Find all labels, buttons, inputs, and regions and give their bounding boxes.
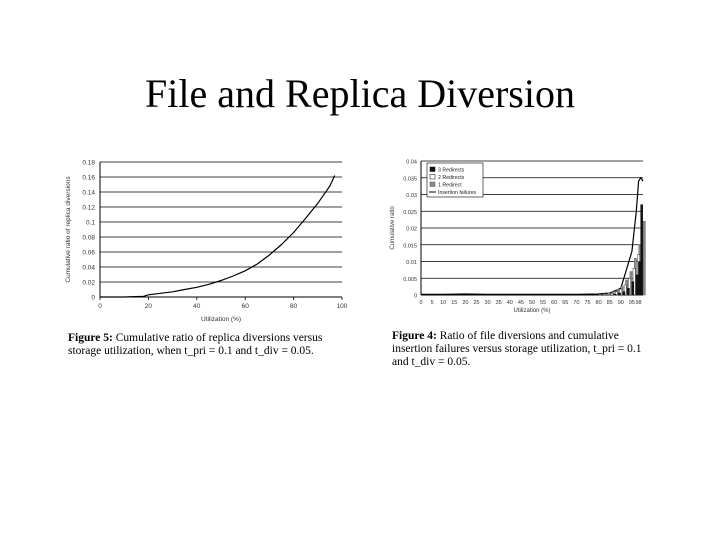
legend-entry: 3 Redirects — [438, 168, 465, 174]
x-axis-label: Utilization (%) — [201, 316, 241, 323]
x-tick-label: 85 — [607, 300, 613, 306]
x-tick-label: 65 — [562, 300, 568, 306]
bar-1-redirect — [598, 294, 602, 296]
bar-2-redirects — [615, 291, 618, 296]
x-tick-label: 25 — [473, 300, 479, 306]
bar-3-redirects — [638, 261, 641, 296]
y-tick-label: 0.08 — [82, 235, 95, 242]
legend-box — [426, 162, 484, 198]
x-tick-label: 20 — [145, 303, 153, 310]
bar-3-redirects — [631, 281, 635, 296]
figure-4-text: Ratio of file diversions and cumulative … — [392, 330, 642, 368]
bar-3-redirects — [618, 292, 621, 296]
y-tick-label: 0.04 — [82, 265, 95, 272]
bar-3-redirects — [622, 291, 626, 296]
bar-1-redirect — [643, 221, 646, 296]
x-tick-label: 0 — [98, 303, 102, 310]
insertion-failures-line — [421, 176, 644, 295]
y-tick-label: 0.02 — [82, 280, 95, 287]
y-tick-label: 0.02 — [406, 227, 417, 233]
legend-entry: 2 Redirects — [438, 175, 465, 181]
x-tick-label: 0 — [419, 300, 422, 306]
x-tick-label: 70 — [573, 300, 579, 306]
x-tick-label: 40 — [193, 303, 201, 310]
y-tick-label: 0.04 — [406, 160, 417, 166]
bar-3-redirects — [640, 204, 644, 296]
x-tick-label: 98 — [635, 300, 641, 306]
y-tick-label: 0.03 — [406, 193, 417, 199]
bar-2-redirects — [623, 284, 627, 296]
y-tick-label: 0.025 — [403, 210, 417, 216]
figure-4-label: Figure 4: — [392, 330, 437, 342]
x-tick-label: 60 — [551, 300, 557, 306]
legend-entry: Insertion failures — [438, 190, 476, 196]
y-tick-label: 0 — [414, 294, 417, 300]
y-tick-label: 0.18 — [82, 160, 95, 167]
bar-3-redirects — [627, 288, 630, 296]
bar-2-redirects — [619, 288, 623, 296]
bar-3-redirects — [635, 274, 639, 296]
legend-swatch — [429, 174, 436, 180]
x-tick-label: 15 — [451, 300, 457, 306]
x-tick-label: 80 — [596, 300, 602, 306]
figure-5-text: Cumulative ratio of replica diversions v… — [68, 332, 323, 357]
y-axis-label: Cumulative ratio of replica diversions — [65, 176, 72, 283]
x-tick-label: 50 — [529, 300, 535, 306]
x-tick-label: 95 — [629, 300, 635, 306]
y-tick-label: 0.06 — [82, 250, 95, 257]
x-tick-label: 35 — [496, 300, 502, 306]
x-tick-label: 75 — [584, 300, 590, 306]
legend-swatch — [429, 166, 436, 172]
x-tick-label: 60 — [242, 303, 250, 310]
bar-3-redirects — [613, 293, 617, 296]
legend-entry: 1 Redirect — [438, 183, 462, 189]
figure-5-caption: Figure 5: Cumulative ratio of replica di… — [68, 332, 346, 358]
replica-diversion-line-chart: 0 0.02 0.04 0.06 0.08 0.1 0.12 0.14 0.16 0.18 0 20 4… — [65, 160, 348, 324]
y-tick-label: 0.1 — [86, 220, 95, 227]
figure-4-caption: Figure 4: Ratio of file diversions and c… — [392, 330, 654, 369]
bar-1-redirect — [607, 292, 611, 296]
bar-2-redirects — [610, 293, 614, 296]
x-tick-label: 40 — [507, 300, 513, 306]
legend-swatch — [429, 181, 436, 187]
x-tick-label: 20 — [462, 300, 468, 306]
y-tick-label: 0.16 — [82, 175, 95, 182]
x-tick-label: 55 — [540, 300, 546, 306]
y-tick-label: 0.12 — [82, 205, 95, 212]
x-tick-label: 80 — [290, 303, 298, 310]
x-axis-label: Utilization (%) — [513, 308, 550, 314]
x-tick-label: 90 — [618, 300, 624, 306]
y-tick-label: 0 — [91, 295, 95, 302]
series-line — [100, 175, 336, 298]
figure-5-label: Figure 5: — [68, 332, 113, 344]
y-tick-label: 0.035 — [403, 176, 417, 182]
y-tick-label: 0.14 — [82, 190, 95, 197]
y-tick-label: 0.005 — [403, 277, 417, 283]
x-tick-label: 5 — [431, 300, 434, 306]
bar-1-redirect — [603, 293, 606, 296]
slide-title: File and Replica Diversion — [145, 71, 575, 116]
y-axis-label: Cumulative ratio — [390, 206, 396, 250]
x-tick-label: 100 — [337, 303, 348, 310]
bar-2-redirects — [628, 278, 632, 296]
x-tick-label: 45 — [518, 300, 524, 306]
x-tick-label: 30 — [485, 300, 491, 306]
y-tick-label: 0.01 — [406, 260, 417, 266]
x-tick-label: 10 — [440, 300, 446, 306]
y-tick-label: 0.015 — [403, 243, 417, 249]
